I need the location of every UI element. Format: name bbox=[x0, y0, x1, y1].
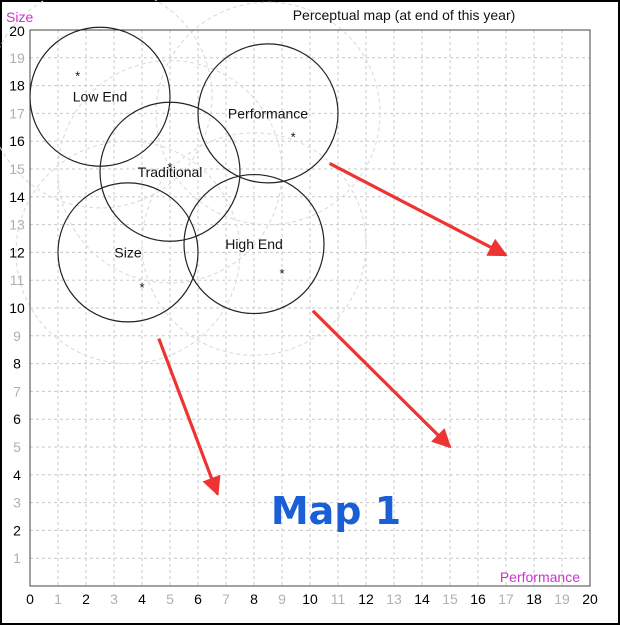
x-tick-label: 8 bbox=[250, 591, 258, 607]
y-tick-label: 10 bbox=[9, 300, 25, 316]
ideal-spot-marker: * bbox=[75, 68, 80, 83]
y-tick-label: 17 bbox=[9, 105, 25, 121]
x-tick-label: 5 bbox=[166, 591, 174, 607]
segment-circle bbox=[57, 182, 199, 323]
ideal-spot-marker: * bbox=[139, 280, 144, 295]
segment-label: High End bbox=[225, 236, 283, 252]
x-tick-label: 7 bbox=[222, 591, 230, 607]
x-tick-label: 9 bbox=[278, 591, 286, 607]
y-tick-label: 20 bbox=[9, 23, 25, 39]
segment-ghost-circle bbox=[141, 132, 367, 356]
arrows bbox=[157, 162, 508, 497]
x-axis-label: Performance bbox=[500, 569, 580, 585]
y-tick-label: 18 bbox=[9, 78, 25, 94]
y-tick-label: 19 bbox=[9, 50, 25, 66]
x-tick-label: 12 bbox=[358, 591, 374, 607]
drift-arrow bbox=[311, 309, 452, 449]
x-tick-label: 20 bbox=[582, 591, 598, 607]
map-caption: Map 1 bbox=[271, 489, 401, 533]
x-tick-label: 4 bbox=[138, 591, 146, 607]
grid bbox=[30, 30, 590, 586]
y-tick-label: 8 bbox=[13, 356, 21, 372]
y-tick-label: 2 bbox=[13, 522, 21, 538]
segment-circle bbox=[99, 101, 241, 242]
y-tick-label: 9 bbox=[13, 328, 21, 344]
x-tick-label: 1 bbox=[54, 591, 62, 607]
y-tick-label: 16 bbox=[9, 133, 25, 149]
ideal-spot-marker: * bbox=[279, 266, 284, 281]
segment-ghost-circle bbox=[57, 60, 283, 284]
tick-labels: 0 112233445566778899101011111212131314141… bbox=[9, 23, 598, 607]
x-tick-label: 10 bbox=[302, 591, 318, 607]
y-tick-label: 11 bbox=[10, 272, 25, 288]
segment-circle bbox=[183, 173, 325, 315]
segment-ghost-circle bbox=[15, 140, 241, 365]
drift-arrow bbox=[328, 162, 508, 257]
x-tick-label: 19 bbox=[554, 591, 570, 607]
x-tick-label: 3 bbox=[110, 591, 118, 607]
x-tick-label: 2 bbox=[82, 591, 90, 607]
x-tick-label: 11 bbox=[331, 591, 346, 607]
y-tick-label: 14 bbox=[9, 189, 25, 205]
x-tick-label: 17 bbox=[498, 591, 514, 607]
y-tick-label: 7 bbox=[13, 383, 21, 399]
y-tick-label: 1 bbox=[13, 550, 21, 566]
x-tick-label: 0 bbox=[26, 591, 34, 607]
ideal-spot-marker: * bbox=[167, 160, 172, 175]
plot-area-border bbox=[29, 29, 591, 587]
y-axis-label: Size bbox=[6, 9, 33, 25]
x-tick-label: 6 bbox=[194, 591, 202, 607]
y-tick-label: 13 bbox=[9, 217, 25, 233]
segment-ghost-circle bbox=[0, 0, 213, 209]
x-tick-label: 15 bbox=[442, 591, 458, 607]
x-tick-label: 13 bbox=[386, 591, 402, 607]
segment-circle bbox=[197, 43, 339, 184]
x-tick-label: 14 bbox=[414, 591, 430, 607]
segment-label: Size bbox=[114, 244, 141, 260]
segment-label: Low End bbox=[73, 89, 127, 105]
y-tick-label: 5 bbox=[13, 439, 21, 455]
y-tick-label: 15 bbox=[9, 161, 25, 177]
chart-title: Perceptual map (at end of this year) bbox=[293, 7, 516, 23]
ghost-circles bbox=[0, 0, 381, 365]
drift-arrow bbox=[157, 338, 221, 497]
segment-ghost-circle bbox=[155, 1, 381, 226]
y-tick-label: 12 bbox=[9, 244, 25, 260]
x-tick-label: 16 bbox=[470, 591, 486, 607]
x-tick-label: 18 bbox=[526, 591, 542, 607]
y-tick-label: 3 bbox=[13, 495, 21, 511]
y-tick-label: 4 bbox=[13, 467, 21, 483]
segment-label: Traditional bbox=[138, 164, 203, 180]
y-tick-label: 6 bbox=[13, 411, 21, 427]
segment-circles: Low End*Performance*Traditional*Size*Hig… bbox=[29, 26, 339, 323]
ideal-spot-marker: * bbox=[291, 130, 296, 145]
segment-label: Performance bbox=[228, 105, 308, 121]
